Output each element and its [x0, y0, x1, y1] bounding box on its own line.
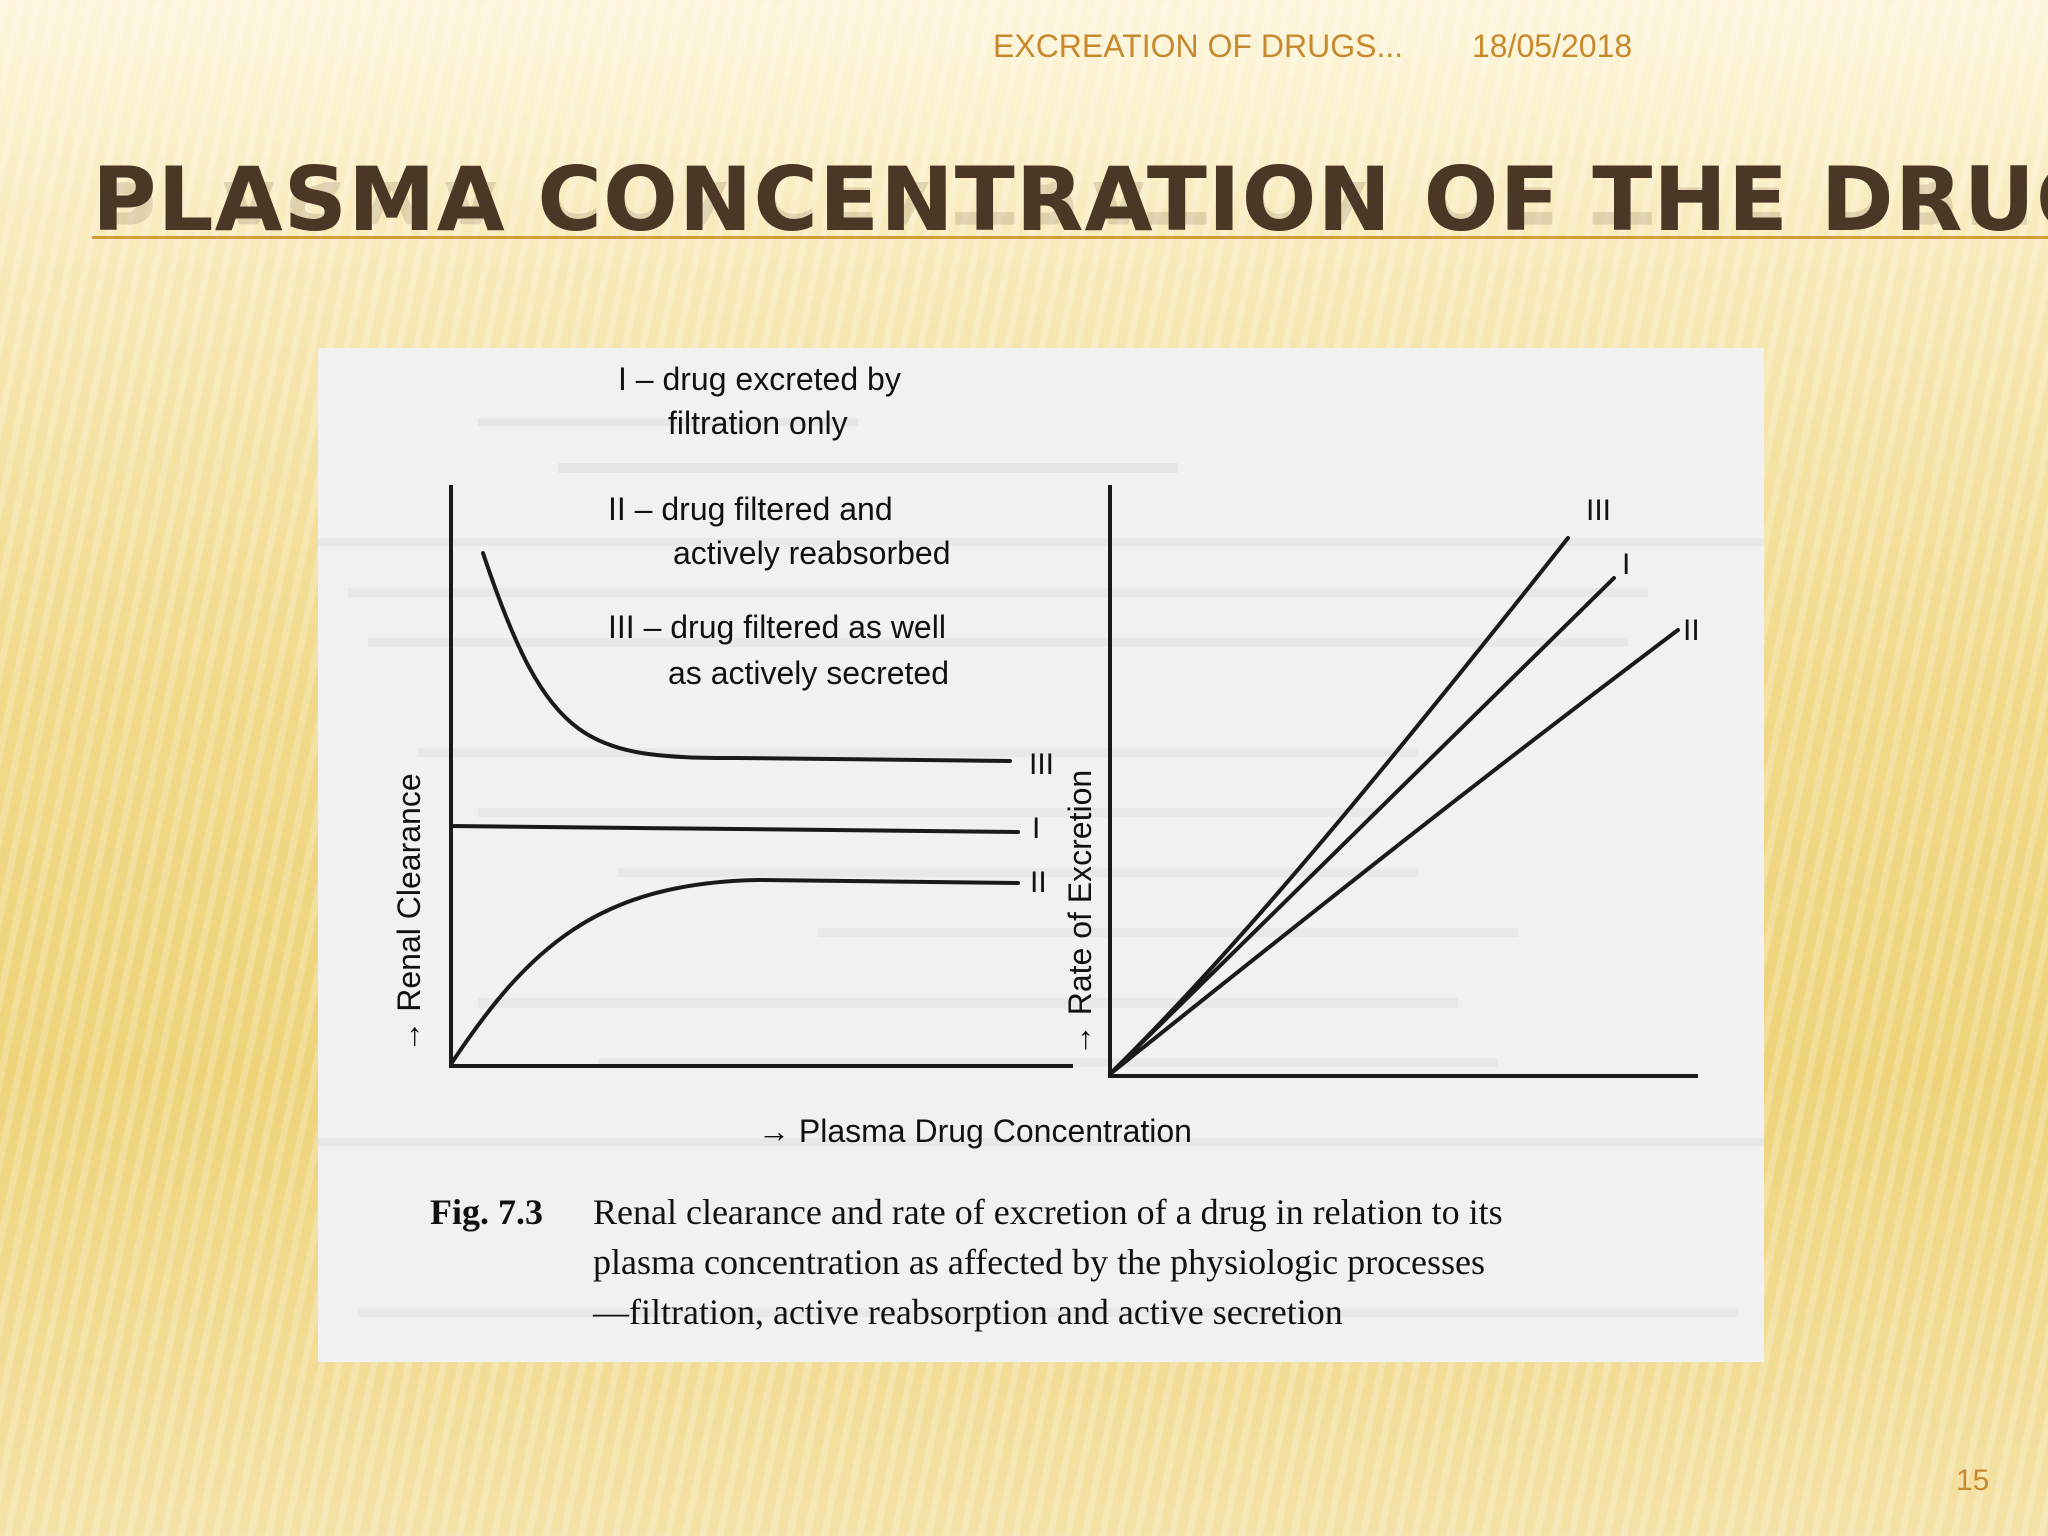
header-date: 18/05/2018: [1472, 28, 1633, 64]
caption-fig-number: Fig. 7.3: [430, 1192, 543, 1232]
legend-iii-line1: III – drug filtered as well: [608, 609, 946, 645]
rate-of-excretion-panel: → Rate of Excretion III I II: [1062, 485, 1700, 1078]
curve-i-clearance: [449, 824, 1020, 834]
renal-clearance-label: → Renal Clearance: [391, 773, 427, 1052]
curve-ii-clearance: [449, 877, 1020, 1066]
curve-label-i-right: I: [1622, 548, 1630, 581]
caption-line1: Renal clearance and rate of excretion of…: [593, 1192, 1503, 1232]
renal-clearance-panel: → Renal Clearance III I II: [391, 485, 1073, 1068]
curve-ii-rate: [1108, 628, 1680, 1076]
header-title: EXCREATION OF DRUGS...: [993, 28, 1404, 64]
page-number: 15: [1956, 1464, 1990, 1497]
legend-i-line2: filtration only: [668, 405, 848, 441]
caption-line2: plasma concentration as affected by the …: [593, 1242, 1485, 1282]
legend-ii-line1: II – drug filtered and: [608, 491, 893, 527]
plasma-concentration-label: → Plasma Drug Concentration: [758, 1113, 1192, 1149]
curve-iii-clearance: [481, 551, 1012, 763]
legend-iii-line2: as actively secreted: [668, 655, 949, 691]
curve-label-ii-left: II: [1030, 866, 1047, 899]
legend-ii-line2: actively reabsorbed: [673, 535, 950, 571]
curve-label-iii-right: III: [1586, 494, 1611, 527]
diagram-svg: I – drug excreted by filtration only II …: [318, 361, 1764, 1332]
figure-image: I – drug excreted by filtration only II …: [318, 348, 1764, 1362]
title-underline: [92, 236, 2048, 239]
slide-title: PLASMA CONCENTRATION OF THE DRUG: [92, 148, 2048, 251]
left-axes: [449, 485, 1073, 1068]
curve-i-rate: [1108, 576, 1616, 1076]
curve-label-iii-left: III: [1029, 748, 1054, 781]
legend-i-line1: I – drug excreted by: [618, 361, 901, 397]
curve-iii-rate: [1108, 536, 1570, 1076]
rate-of-excretion-label: → Rate of Excretion: [1062, 770, 1098, 1056]
bleed-through-texture: [318, 418, 1764, 1317]
curve-label-i-left: I: [1032, 812, 1040, 845]
right-axes: [1108, 485, 1698, 1078]
curve-label-ii-right: II: [1683, 614, 1700, 647]
caption-line3: —filtration, active reabsorption and act…: [592, 1292, 1343, 1332]
title-reflection: PLASMA CONCENTRATION OF THE DRUG: [92, 182, 2048, 242]
